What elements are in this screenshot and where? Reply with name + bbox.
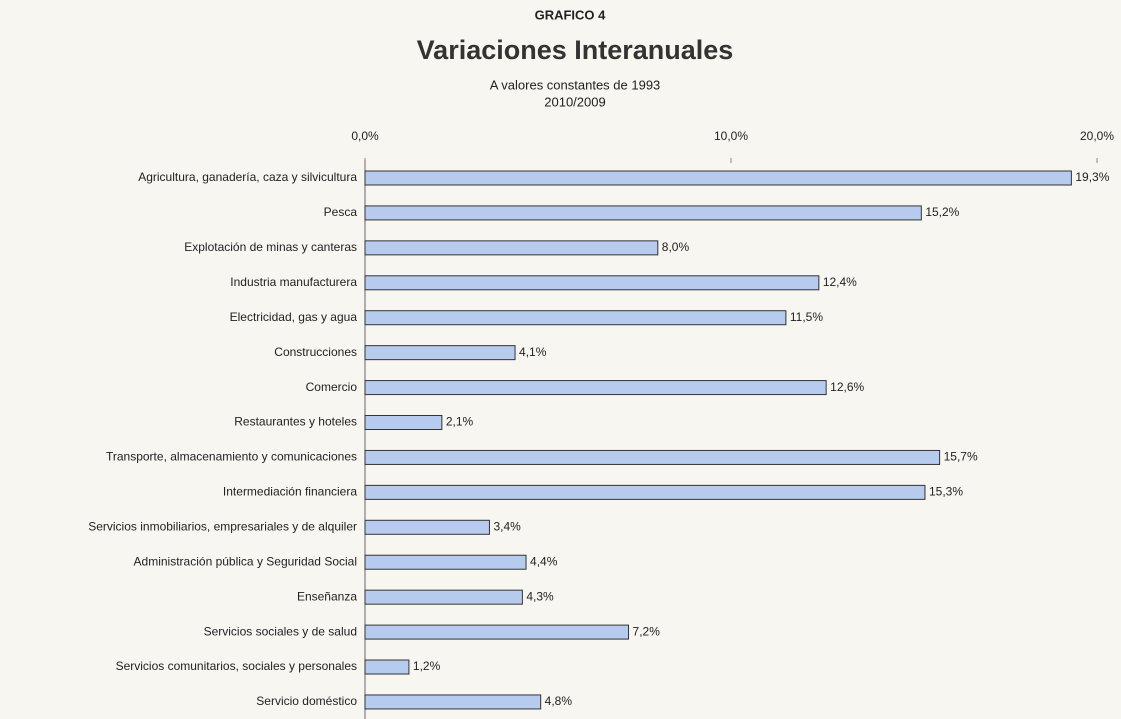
- y-tick-label: Intermediación financiera: [223, 485, 357, 499]
- bar: [364, 205, 922, 221]
- bar: [364, 519, 490, 535]
- data-label: 4,8%: [545, 694, 573, 708]
- y-tick-label: Electricidad, gas y agua: [230, 310, 358, 324]
- bar: [364, 484, 926, 500]
- bar: [364, 380, 827, 396]
- bar: [364, 659, 410, 675]
- y-tick-label: Restaurantes y hoteles: [234, 415, 357, 429]
- y-tick-label: Servicios sociales y de salud: [204, 624, 357, 638]
- bar: [364, 589, 523, 605]
- y-tick-label: Servicio doméstico: [256, 694, 357, 708]
- data-label: 4,1%: [519, 345, 547, 359]
- x-tick-label: 10,0%: [714, 129, 748, 143]
- y-tick-label: Industria manufacturera: [230, 275, 357, 289]
- data-label: 15,3%: [929, 485, 963, 499]
- bar: [364, 624, 630, 640]
- bar: [364, 275, 820, 291]
- data-label: 4,3%: [526, 589, 554, 603]
- bar: [364, 554, 527, 570]
- y-tick-label: Comercio: [306, 380, 358, 394]
- chart-subtitle: 2010/2009: [544, 94, 605, 109]
- bar: [364, 345, 516, 361]
- y-tick-label: Servicios comunitarios, sociales y perso…: [116, 659, 357, 673]
- y-tick-label: Servicios inmobiliarios, empresariales y…: [88, 519, 357, 533]
- data-label: 7,2%: [633, 624, 661, 638]
- y-tick-label: Pesca: [324, 205, 358, 219]
- bar: [364, 170, 1072, 186]
- data-label: 4,4%: [530, 554, 558, 568]
- data-label: 11,5%: [790, 310, 823, 324]
- data-label: 8,0%: [662, 240, 690, 254]
- y-tick-label: Agricultura, ganadería, caza y silvicult…: [138, 170, 357, 184]
- bar: [364, 694, 542, 710]
- chart-heading: GRAFICO 4: [535, 7, 607, 22]
- y-tick-label: Explotación de minas y canteras: [184, 240, 357, 254]
- y-tick-label: Transporte, almacenamiento y comunicacio…: [106, 450, 357, 464]
- data-label: 2,1%: [446, 415, 474, 429]
- y-tick-label: Administración pública y Seguridad Socia…: [134, 554, 357, 568]
- x-tick-label: 0,0%: [351, 129, 379, 143]
- x-tick-label: 20,0%: [1080, 129, 1114, 143]
- data-label: 15,7%: [944, 450, 978, 464]
- data-label: 3,4%: [493, 519, 521, 533]
- data-label: 12,4%: [823, 275, 857, 289]
- data-label: 19,3%: [1075, 170, 1109, 184]
- y-tick-label: Construcciones: [274, 345, 357, 359]
- bar: [364, 449, 941, 465]
- bar: [364, 310, 787, 326]
- data-label: 1,2%: [413, 659, 441, 673]
- y-tick-label: Enseñanza: [297, 589, 357, 603]
- bar: [364, 240, 659, 256]
- data-label: 15,2%: [925, 205, 959, 219]
- chart-subtitle: A valores constantes de 1993: [490, 77, 661, 92]
- bar: [364, 415, 443, 431]
- data-label: 12,6%: [830, 380, 864, 394]
- chart-title: Variaciones Interanuales: [417, 35, 734, 65]
